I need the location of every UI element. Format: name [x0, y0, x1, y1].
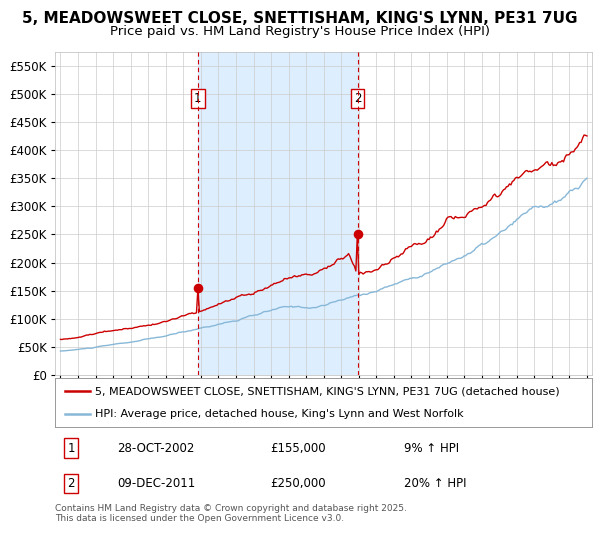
Text: 28-OCT-2002: 28-OCT-2002 [117, 442, 194, 455]
Text: 1: 1 [68, 442, 75, 455]
Text: £155,000: £155,000 [270, 442, 326, 455]
Text: 09-DEC-2011: 09-DEC-2011 [117, 477, 195, 490]
Text: 2: 2 [354, 92, 361, 105]
Text: 5, MEADOWSWEET CLOSE, SNETTISHAM, KING'S LYNN, PE31 7UG: 5, MEADOWSWEET CLOSE, SNETTISHAM, KING'S… [22, 11, 578, 26]
Text: 2: 2 [68, 477, 75, 490]
Text: £250,000: £250,000 [270, 477, 326, 490]
Point [353, 230, 362, 239]
Text: Contains HM Land Registry data © Crown copyright and database right 2025.
This d: Contains HM Land Registry data © Crown c… [55, 504, 407, 524]
Text: HPI: Average price, detached house, King's Lynn and West Norfolk: HPI: Average price, detached house, King… [95, 409, 464, 419]
Bar [198, 52, 358, 375]
Text: 1: 1 [194, 92, 202, 105]
Text: 5, MEADOWSWEET CLOSE, SNETTISHAM, KING'S LYNN, PE31 7UG (detached house): 5, MEADOWSWEET CLOSE, SNETTISHAM, KING'S… [95, 386, 560, 396]
Text: 20% ↑ HPI: 20% ↑ HPI [404, 477, 467, 490]
Point [193, 283, 203, 292]
Text: 9% ↑ HPI: 9% ↑ HPI [404, 442, 460, 455]
Text: Price paid vs. HM Land Registry's House Price Index (HPI): Price paid vs. HM Land Registry's House … [110, 25, 490, 38]
